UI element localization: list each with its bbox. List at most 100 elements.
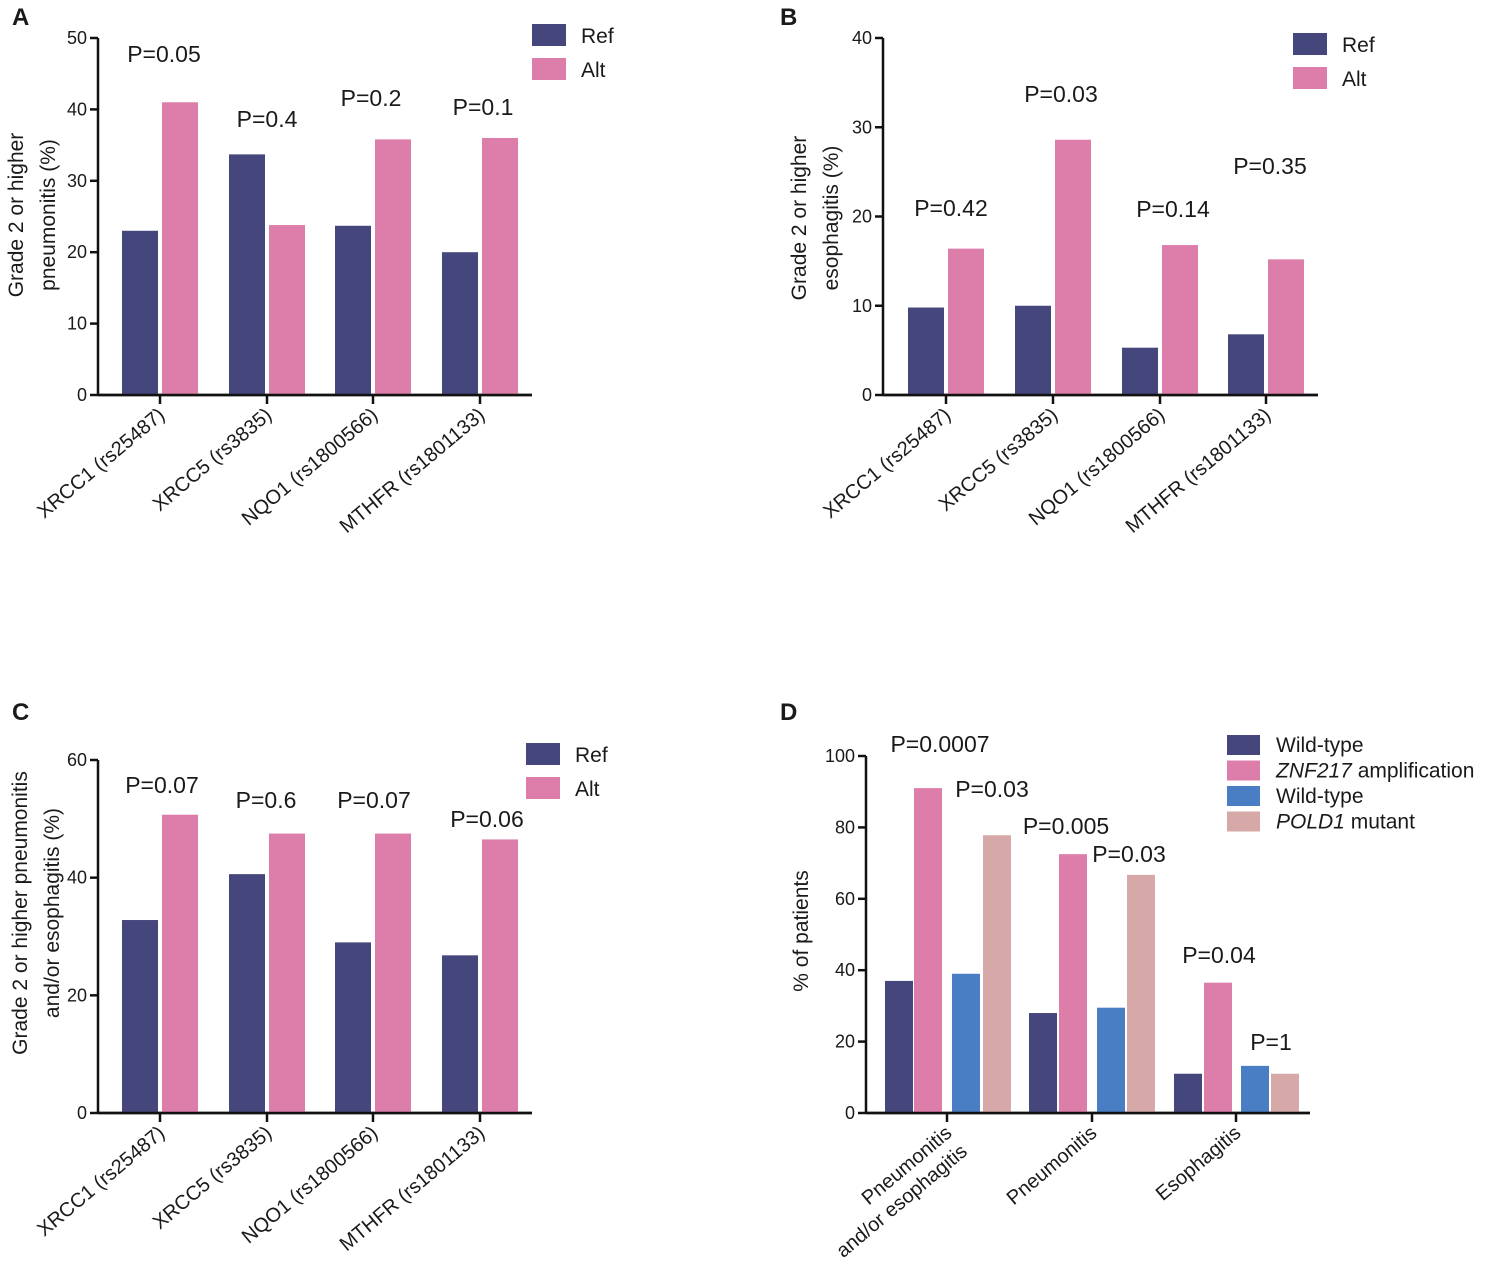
panel-c-bar-alt xyxy=(162,814,198,1113)
panel-b-bar-alt xyxy=(948,248,984,395)
panel-c-bar-alt xyxy=(482,839,518,1113)
panel-b-legend: Ref Alt xyxy=(1293,33,1375,91)
panel-a-category-label: XRCC1 (rs25487) xyxy=(33,404,169,523)
panel-b-y-tick-label: 30 xyxy=(852,117,872,137)
panel-c-legend: Ref Alt xyxy=(526,743,608,801)
panel-d-bar-znf217-amplification xyxy=(914,788,942,1113)
panel-b-letter: B xyxy=(780,4,797,31)
panel-d-category-label: Pneumonitisand/or esophagitis xyxy=(817,1122,972,1262)
panel-a-letter: A xyxy=(12,4,29,31)
panel-b-bar-ref xyxy=(1228,334,1264,395)
panel-c-bar-ref xyxy=(335,942,371,1113)
panel-d-category-label: Pneumonitis xyxy=(1003,1122,1101,1210)
panel-d-bar-znf217-amplification xyxy=(1059,854,1087,1113)
panel-d-letter: D xyxy=(780,699,797,726)
panel-a-y-tick-label: 20 xyxy=(67,242,87,262)
panel-d-bar-wild-type xyxy=(952,973,980,1113)
panel-d-y-axis-title: % of patients xyxy=(790,870,813,991)
panel-a: A 0 10 20 30 40 50 Grade 2 or higher pneumonitis… xyxy=(5,4,614,538)
panel-d-legend-swatch xyxy=(1227,786,1260,806)
panel-d-legend-swatch xyxy=(1227,735,1260,755)
panel-a-y-axis-title: Grade 2 or higher xyxy=(5,133,28,298)
panel-d-p-value: P=0.03 xyxy=(955,776,1029,802)
panel-c-category-label: XRCC1 (rs25487) xyxy=(33,1122,169,1241)
panel-d-bar-pold1-mutant xyxy=(1271,1073,1299,1113)
panel-c-p-value: P=0.6 xyxy=(236,787,297,813)
panel-c-legend-swatch xyxy=(526,777,560,799)
panel-a-legend-label: Ref xyxy=(581,25,614,48)
panel-a-p-value: P=0.2 xyxy=(341,85,402,111)
panel-d-y-tick-label: 60 xyxy=(835,889,855,909)
panel-d-bar-wild-type xyxy=(1241,1065,1269,1113)
panel-b-y-tick-label: 0 xyxy=(862,385,872,405)
panel-d-p-value: P=0.03 xyxy=(1092,841,1166,867)
panel-b-p-value: P=0.03 xyxy=(1024,81,1098,107)
panel-d-bar-znf217-amplification xyxy=(1204,982,1232,1113)
panel-d-legend-label: Wild-type xyxy=(1276,785,1364,808)
panel-c-bar-ref xyxy=(229,874,265,1113)
panel-b-y-axis-title: Grade 2 or higher xyxy=(788,136,811,301)
panel-c-p-value: P=0.07 xyxy=(337,787,411,813)
panel-c-bar-ref xyxy=(442,955,478,1113)
panel-c-bar-alt xyxy=(375,833,411,1113)
panel-b-bar-alt xyxy=(1055,139,1091,395)
panel-b-p-value: P=0.35 xyxy=(1233,153,1307,179)
panel-d-bar-wild-type xyxy=(1097,1007,1125,1113)
panel-c-legend-swatch xyxy=(526,743,560,765)
panel-d: D 0 20 40 60 80 100 % of patients Pneumonitisand… xyxy=(780,699,1474,1262)
panel-d-legend-swatch xyxy=(1227,811,1260,832)
panel-d-bar-pold1-mutant xyxy=(1127,874,1155,1113)
panel-a-p-value: P=0.4 xyxy=(237,106,298,132)
panel-d-y-tick-label: 100 xyxy=(825,746,855,766)
panel-a-legend: Ref Alt xyxy=(532,24,614,82)
panel-b-bar-ref xyxy=(908,307,944,395)
panel-c-p-value: P=0.07 xyxy=(125,772,199,798)
panel-d-p-value: P=0.005 xyxy=(1023,813,1109,839)
panel-d-y-tick-label: 80 xyxy=(835,817,855,837)
panel-c-bar-alt xyxy=(269,833,305,1113)
panel-a-bar-alt xyxy=(482,137,518,395)
panel-d-p-value: P=0.0007 xyxy=(890,731,989,757)
panel-b-category-label: XRCC1 (rs25487) xyxy=(819,404,955,523)
panel-c-legend-label: Alt xyxy=(575,778,600,801)
panel-d-bar-pold1-mutant xyxy=(983,835,1011,1113)
panel-c: C 0 20 40 60 Grade 2 or higher pneumonitis and… xyxy=(9,699,608,1256)
panel-b-p-value: P=0.42 xyxy=(914,195,988,221)
panel-a-legend-swatch xyxy=(532,24,566,46)
panel-b-bar-alt xyxy=(1162,245,1198,395)
panel-a-bar-alt xyxy=(162,102,198,395)
panel-d-p-value: P=0.04 xyxy=(1182,942,1256,968)
panel-a-y-tick-label: 0 xyxy=(77,385,87,405)
panel-b-y-tick-label: 40 xyxy=(852,28,872,48)
panel-c-letter: C xyxy=(12,699,29,726)
panel-b-bar-ref xyxy=(1015,305,1051,395)
panel-a-p-value: P=0.1 xyxy=(453,94,514,120)
panel-b-legend-swatch xyxy=(1293,67,1327,89)
panel-a-y-tick-label: 30 xyxy=(67,171,87,191)
panel-b-y-axis-title: esophagitis (%) xyxy=(820,146,843,291)
panel-b-legend-label: Ref xyxy=(1342,34,1375,57)
panel-a-legend-swatch xyxy=(532,58,566,80)
panel-b-y-tick-label: 10 xyxy=(852,296,872,316)
panel-c-y-tick-label: 0 xyxy=(77,1103,87,1123)
panel-d-bar-wild-type xyxy=(1029,1013,1057,1113)
panel-a-bar-ref xyxy=(122,230,158,395)
panel-b-legend-label: Alt xyxy=(1342,68,1367,91)
panel-a-bar-alt xyxy=(375,139,411,395)
panel-b-y-tick-label: 20 xyxy=(852,207,872,227)
panel-a-bar-ref xyxy=(335,225,371,395)
panel-a-bar-ref xyxy=(442,252,478,395)
panel-c-y-tick-label: 60 xyxy=(67,750,87,770)
panel-a-bar-ref xyxy=(229,154,265,395)
panel-b-legend-swatch xyxy=(1293,33,1327,55)
panel-c-p-value: P=0.06 xyxy=(450,806,524,832)
panel-a-p-value: P=0.05 xyxy=(127,41,201,67)
panel-d-legend-label: ZNF217 amplification xyxy=(1275,760,1474,783)
panel-a-y-axis-title: pneumonitis (%) xyxy=(37,139,60,291)
panel-c-y-axis-title: Grade 2 or higher pneumonitis xyxy=(9,771,32,1055)
panel-b-bar-ref xyxy=(1122,347,1158,395)
panel-b-bar-alt xyxy=(1268,259,1304,395)
panel-b-p-value: P=0.14 xyxy=(1136,196,1210,222)
